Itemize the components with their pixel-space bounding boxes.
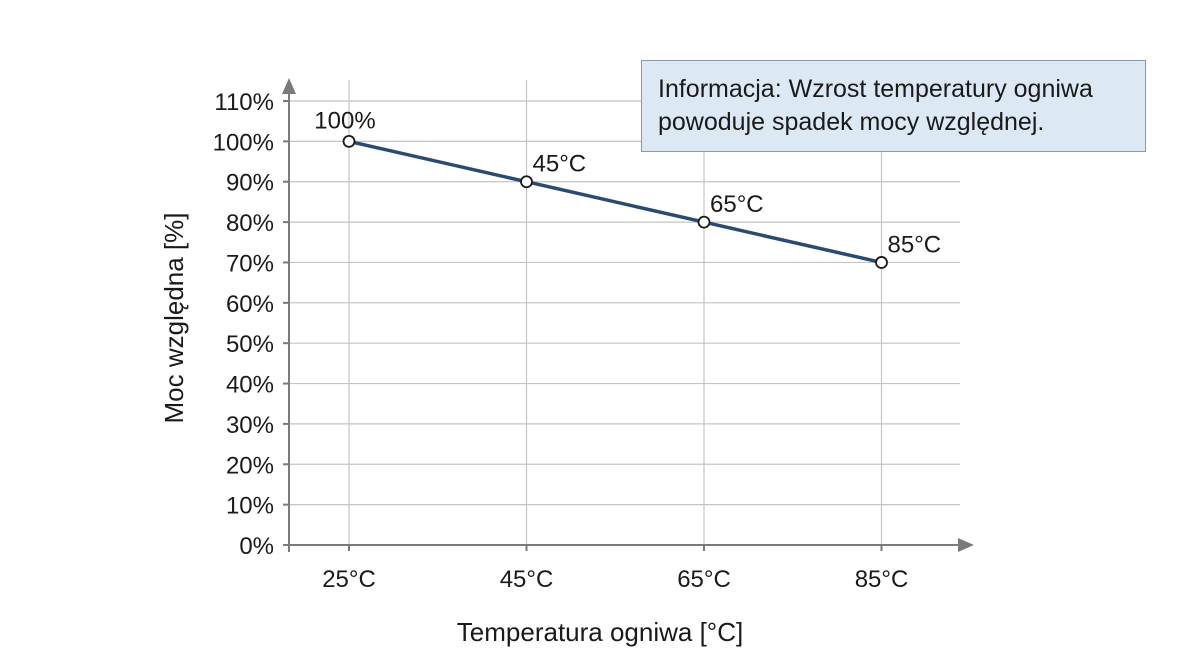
data-label: 100% bbox=[314, 107, 375, 134]
y-tick-label: 50% bbox=[226, 331, 274, 358]
x-axis-arrow-icon bbox=[958, 538, 974, 552]
y-tick-label: 70% bbox=[226, 250, 274, 277]
series bbox=[342, 134, 888, 269]
data-label: 65°C bbox=[710, 191, 764, 218]
series-line bbox=[348, 139, 882, 265]
x-tick-label: 65°C bbox=[677, 566, 731, 593]
x-tick-labels: 25°C 45°C 65°C 85°C bbox=[322, 566, 908, 593]
y-axis-arrow-icon bbox=[282, 78, 296, 94]
y-tick-label: 20% bbox=[226, 452, 274, 479]
y-tick-label: 10% bbox=[226, 493, 274, 520]
data-label: 45°C bbox=[533, 151, 587, 178]
x-tick-label: 85°C bbox=[855, 566, 909, 593]
y-tick-label: 90% bbox=[226, 170, 274, 197]
y-tick-label: 80% bbox=[226, 210, 274, 237]
data-point bbox=[875, 256, 888, 269]
x-tick-label: 45°C bbox=[500, 566, 554, 593]
y-tick-label: 60% bbox=[226, 291, 274, 318]
axes bbox=[282, 78, 974, 552]
data-point bbox=[342, 134, 356, 148]
info-line-1: Informacja: Wzrost temperatury ogniwa bbox=[658, 75, 1093, 103]
data-point bbox=[697, 215, 711, 229]
data-label: 85°C bbox=[888, 231, 942, 258]
x-axis-title: Temperatura ogniwa [°C] bbox=[457, 617, 743, 647]
info-line-2: powoduje spadek mocy względnej. bbox=[658, 108, 1045, 136]
data-labels: 100% 45°C 65°C 85°C bbox=[314, 107, 941, 258]
y-tick-labels: 0% 10% 20% 30% 40% 50% 60% 70% 80% 90% 100% 110% bbox=[213, 89, 274, 560]
y-axis-title: Moc względna [%] bbox=[159, 213, 189, 424]
info-callout: Informacja: Wzrost temperatury ogniwa po… bbox=[641, 60, 1146, 152]
x-tick-label: 25°C bbox=[322, 566, 376, 593]
y-tick-label: 110% bbox=[214, 89, 274, 116]
data-point bbox=[520, 175, 533, 189]
y-tick-label: 100% bbox=[213, 129, 274, 156]
y-tick-label: 30% bbox=[226, 412, 274, 439]
y-tick-label: 0% bbox=[239, 533, 274, 560]
y-tick-label: 40% bbox=[226, 372, 274, 399]
